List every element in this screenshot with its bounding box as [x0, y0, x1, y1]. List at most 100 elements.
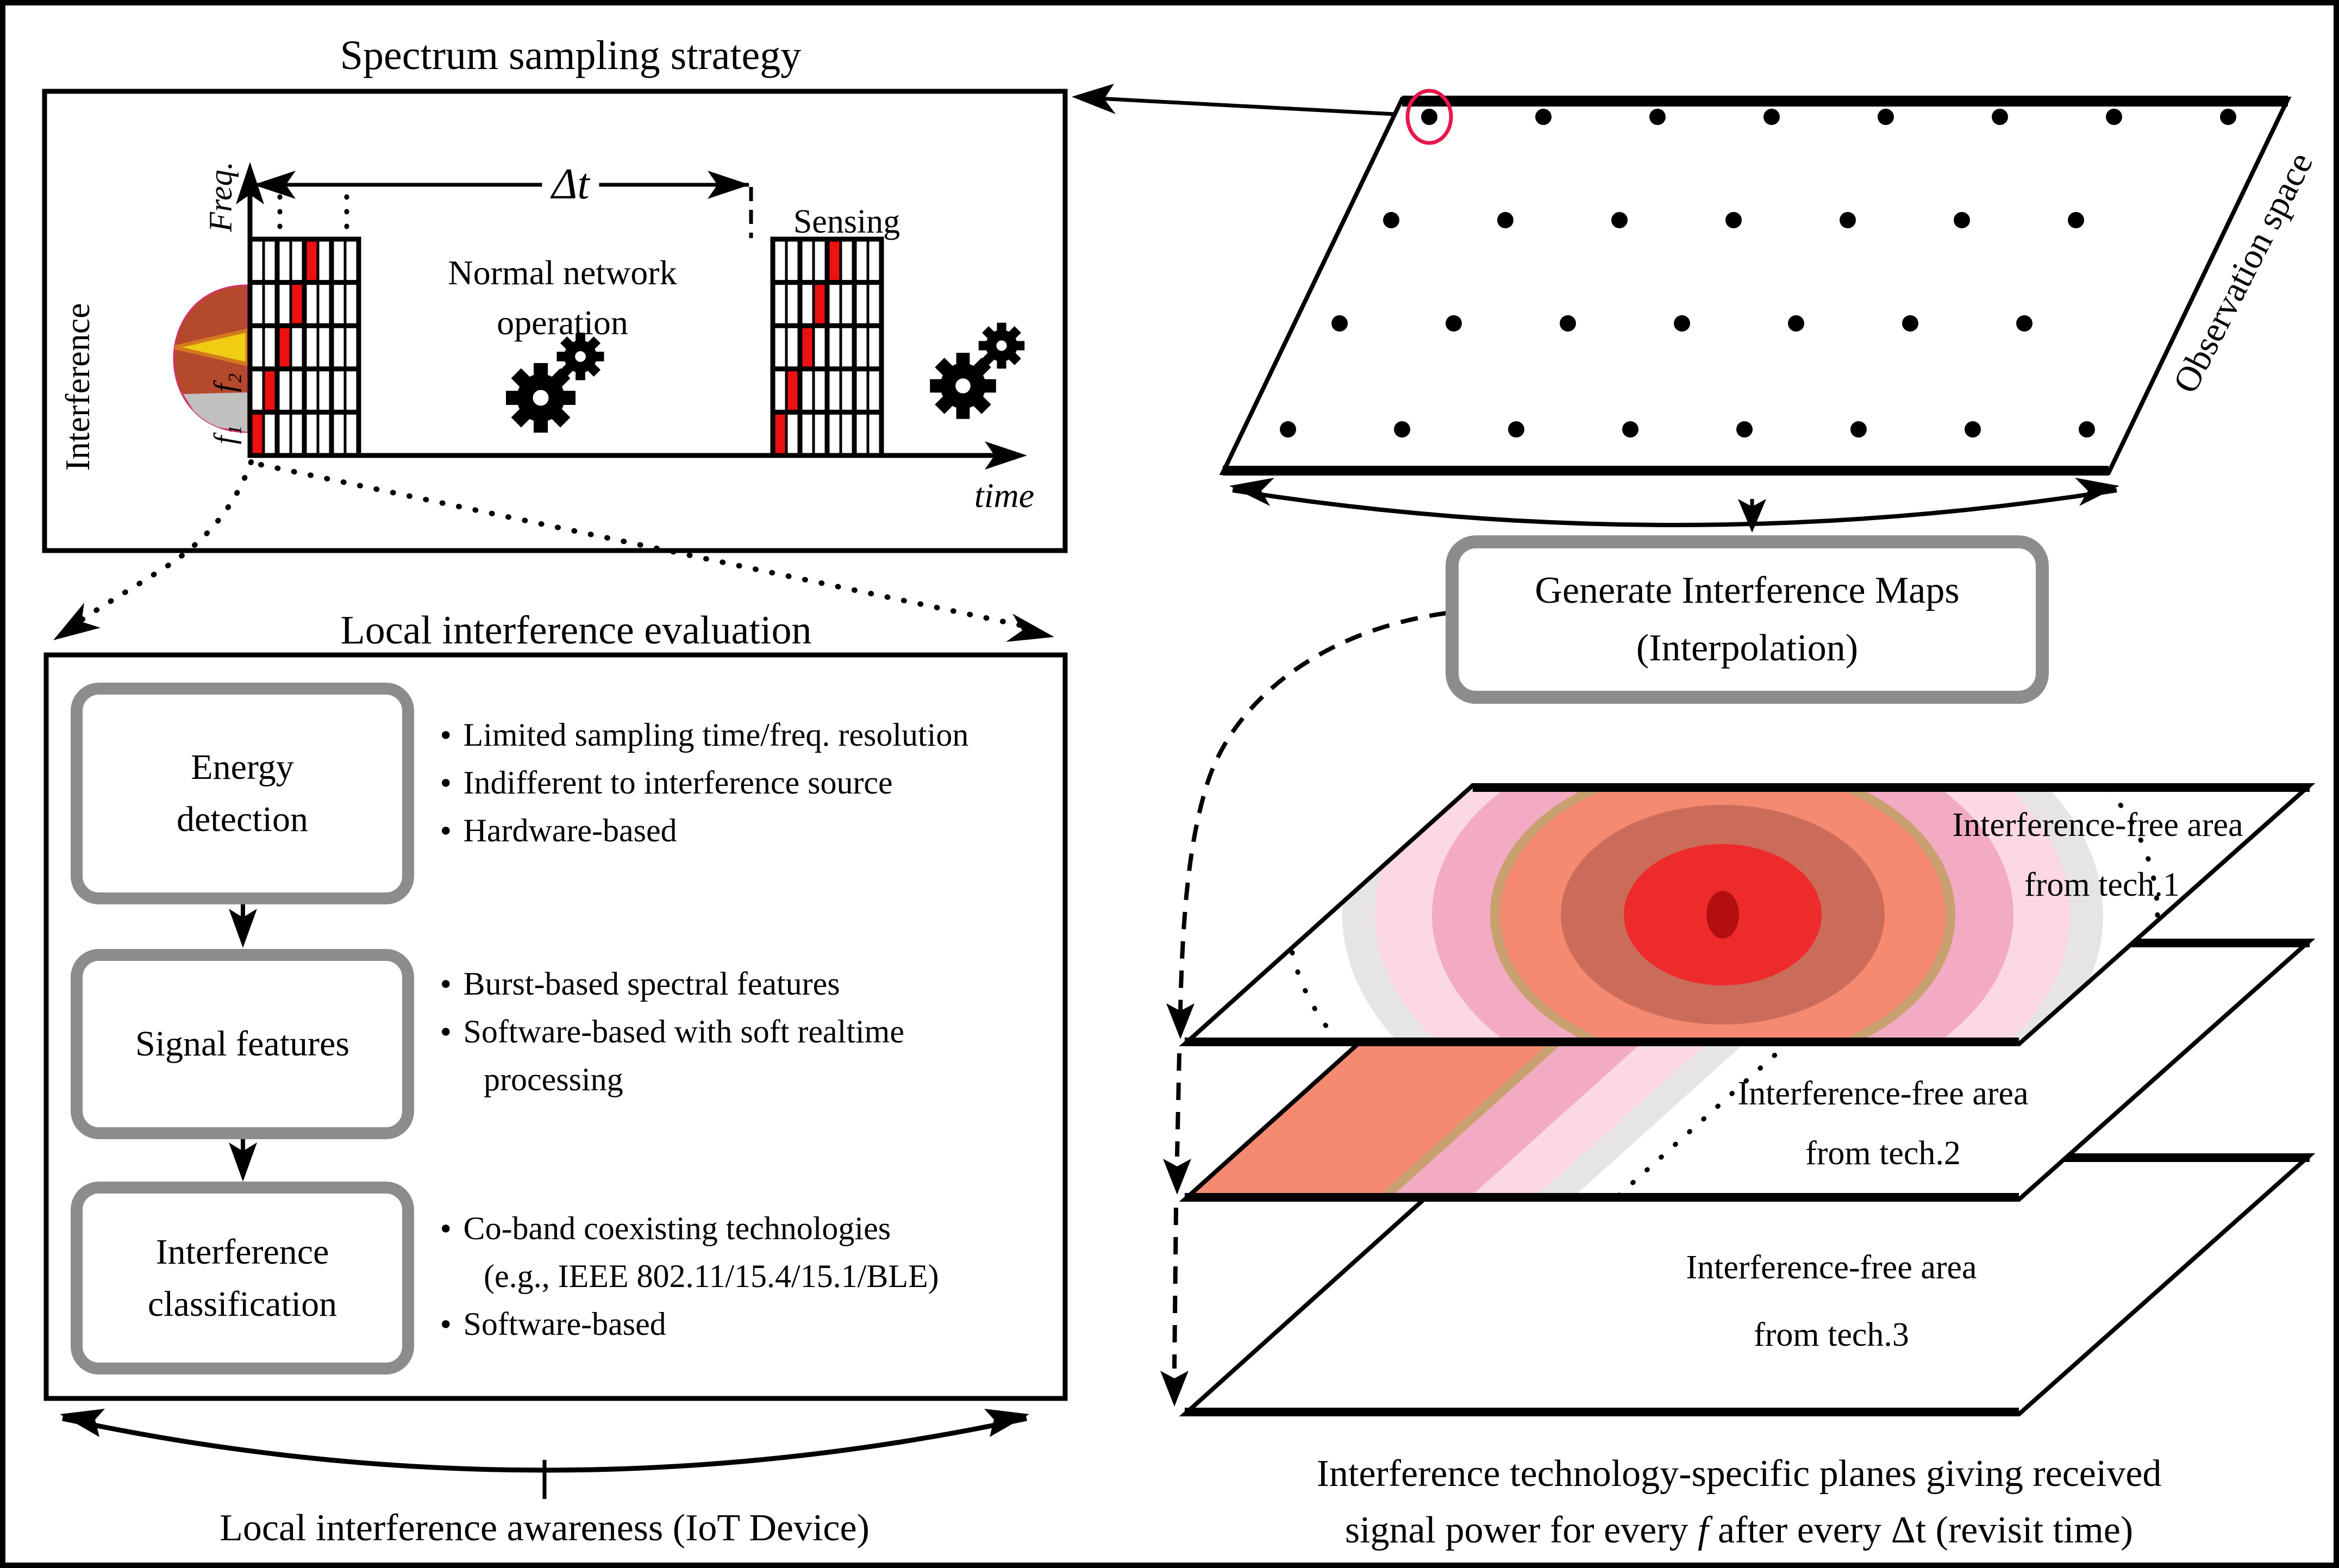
arrowhead-right-icon — [708, 171, 750, 199]
tech1-label-line2: from tech.1 — [2024, 866, 2180, 903]
sample-point-dot — [1446, 315, 1462, 332]
f1-label: f₁ — [208, 425, 242, 445]
normal-operation-line2: operation — [497, 303, 628, 342]
stage-interference-classification: Interference classification — [71, 1182, 414, 1375]
arrowhead-down-icon — [1738, 499, 1766, 533]
sample-point-dot — [2106, 109, 2122, 125]
sample-point-dot — [1902, 315, 1918, 332]
plane-arrowheads — [1160, 1003, 1194, 1407]
sample-point-dot — [2079, 421, 2095, 438]
sampling-grid-1 — [247, 236, 361, 458]
iot-span-arrow — [60, 1409, 1029, 1499]
sample-point-dot — [1560, 315, 1576, 332]
sample-point-dot — [1535, 109, 1552, 125]
arrowhead-down-icon — [229, 1142, 257, 1182]
interference-label: Interference — [58, 303, 97, 471]
sample-point-dot — [1725, 212, 1742, 228]
bullet-continuation: processing — [484, 1061, 623, 1097]
iot-awareness-caption: Local interference awareness (IoT Device… — [220, 1507, 870, 1549]
sample-point-dot — [1383, 212, 1399, 228]
arrowhead-down-icon — [229, 909, 257, 948]
arrowhead-upleft-icon — [1229, 478, 1274, 506]
delta-t-label: Δt — [542, 163, 599, 206]
bullet-item: ● Burst-based spectral features — [440, 965, 840, 1002]
time-axis — [250, 441, 1027, 470]
bullet-icon: ● — [440, 1021, 452, 1041]
bullet-item: ● Software-based with soft realtime — [440, 1013, 904, 1050]
observation-to-spectrum-arrow — [1072, 84, 1394, 116]
bullet-item: ● Software-based — [440, 1305, 666, 1342]
f-symbol: f — [1698, 1509, 1709, 1551]
arrowhead-downright-icon — [1006, 614, 1054, 642]
sample-point-dot — [1497, 212, 1514, 228]
sample-point-dot — [1954, 212, 1970, 228]
bullet-icon: ● — [440, 820, 452, 840]
arrowhead-upright-icon — [2075, 478, 2119, 506]
sample-point-dot — [1649, 109, 1666, 125]
sample-point-dot — [1508, 421, 1524, 438]
stage-label-line: detection — [177, 799, 308, 839]
bullet-icon: ● — [440, 772, 452, 792]
arrowhead-left-icon — [253, 171, 296, 199]
tech1-heatmap — [1285, 785, 2160, 1044]
sensing-label: Sensing — [793, 203, 900, 240]
sample-point-dot — [1611, 212, 1628, 228]
sample-point-dot — [1850, 421, 1867, 438]
sample-point-dot — [1736, 421, 1753, 438]
bullet-icon: ● — [440, 724, 452, 745]
sample-point-dot — [1331, 315, 1348, 332]
planes-caption-line2: signal power for every f after every Δt … — [1344, 1509, 2134, 1551]
tech1-label-line1: Interference-free area — [1952, 807, 2243, 844]
sample-point-dot — [2220, 109, 2236, 125]
bullet-continuation: (e.g., IEEE 802.11/15.4/15.1/BLE) — [484, 1258, 939, 1294]
sample-point-dot — [1763, 109, 1780, 125]
zoom-dotted-lines — [53, 459, 1054, 642]
stage-label-line: Interference — [155, 1232, 329, 1272]
arrowhead-upleft-icon — [60, 1409, 105, 1437]
sample-point-dot — [1878, 109, 1894, 125]
bullet-item: ● Hardware-based — [440, 812, 677, 848]
generate-maps-line1: Generate Interference Maps — [1535, 570, 1960, 611]
time-axis-label: time — [974, 476, 1035, 515]
bullet-icon: ● — [440, 973, 452, 994]
interpolation-to-planes-dashes — [1172, 611, 1447, 1369]
signal-features-bullets: ● Burst-based spectral features ● Software… — [440, 960, 1081, 1103]
diagram-geometry — [42, 84, 2316, 1499]
observation-extent-arrow — [1229, 478, 2119, 533]
tech2-label-line1: Interference-free area — [1737, 1075, 2029, 1112]
tech3-label-line1: Interference-free area — [1686, 1249, 1977, 1286]
plane-tech1 — [1179, 783, 2316, 1046]
normal-operation-line1: Normal network — [448, 253, 677, 292]
sample-point-dot — [2016, 315, 2032, 332]
arrowhead-upright-icon — [984, 1409, 1029, 1437]
sample-point-dot — [1421, 109, 1437, 125]
generate-maps-line2: (Interpolation) — [1636, 627, 1859, 669]
interference-source-icon — [173, 284, 248, 433]
sample-point-dots — [1280, 109, 2236, 438]
selected-sample-circle — [1405, 89, 1453, 145]
sample-point-dot — [1622, 421, 1638, 438]
sample-point-dot — [1840, 212, 1856, 228]
sample-point-dot — [1674, 315, 1690, 332]
observation-space-plane — [1219, 89, 2292, 476]
sample-point-dot — [1394, 421, 1410, 438]
energy-detection-bullets: ● Limited sampling time/freq. resolution … — [440, 711, 1081, 854]
evaluation-box-title: Local interference evaluation — [340, 608, 812, 653]
icon-yellow-beam — [174, 328, 247, 367]
bullet-item: ● Limited sampling time/freq. resolution — [440, 716, 969, 753]
stage-flow-arrows — [229, 904, 257, 1182]
stage-label-line: classification — [147, 1284, 337, 1324]
stage-energy-detection: Energy detection — [71, 683, 414, 904]
f2-label: f₂ — [208, 373, 242, 392]
planes-caption-line1: Interference technology-specific planes … — [1316, 1453, 2162, 1495]
icon-gray-sector — [183, 392, 247, 432]
arrowhead-right-icon — [985, 441, 1027, 470]
bullet-item: ● Co-band coexisting technologies — [440, 1210, 891, 1246]
sample-point-dot — [1992, 109, 2008, 125]
sample-point-dot — [1965, 421, 1981, 438]
tech2-free-area-boundary — [1611, 941, 1905, 1200]
interference-classification-bullets: ● Co-band coexisting technologies (e.g., … — [440, 1204, 1081, 1348]
tech3-label-line2: from tech.3 — [1754, 1316, 1909, 1353]
bullet-icon: ● — [440, 1314, 452, 1334]
